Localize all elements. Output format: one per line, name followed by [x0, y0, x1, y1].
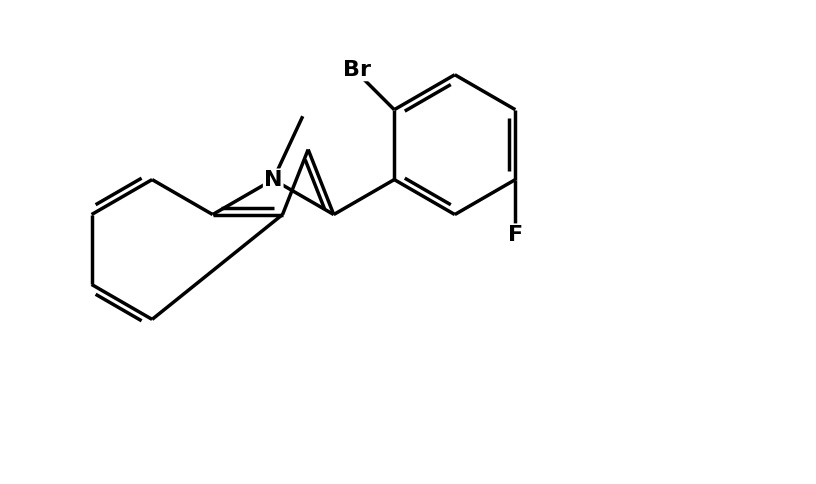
Text: N: N	[264, 169, 282, 190]
Text: F: F	[508, 225, 523, 244]
Text: Br: Br	[344, 60, 371, 80]
